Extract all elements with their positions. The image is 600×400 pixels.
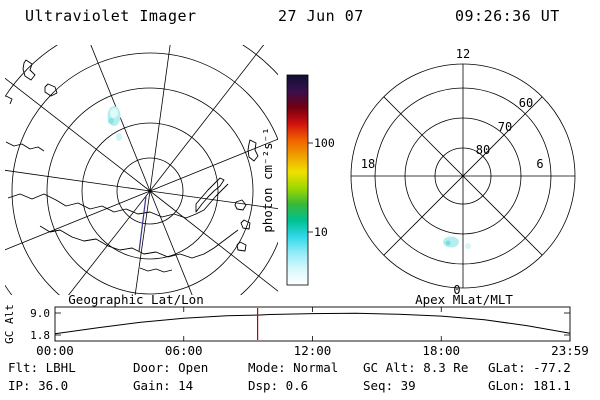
status-dsp: Dsp: 0.6 bbox=[248, 378, 308, 393]
alt-xtick-4: 23:59 bbox=[551, 343, 589, 358]
alt-chart-ticks bbox=[54, 307, 571, 341]
aurora-patch-geo bbox=[107, 106, 122, 141]
status-door: Door: Open bbox=[133, 360, 208, 375]
apex-panel: 12 18 6 0 60 70 80 bbox=[350, 47, 576, 297]
page-title: Ultraviolet Imager bbox=[25, 7, 197, 25]
alt-xtick-0: 00:00 bbox=[36, 343, 74, 358]
colorbar: 100 10 photon cm⁻²s⁻¹ bbox=[260, 74, 335, 286]
date-label: 27 Jun 07 bbox=[278, 7, 364, 25]
coastline bbox=[5, 59, 259, 273]
aurora-patch-apex bbox=[443, 236, 471, 249]
colorbar-tick-upper: 100 bbox=[314, 136, 335, 150]
alt-xtick-2: 12:00 bbox=[294, 343, 332, 358]
status-mode: Mode: Normal bbox=[248, 360, 338, 375]
alt-curve bbox=[54, 312, 571, 335]
apex-radial-lines bbox=[351, 64, 575, 288]
mlat-label-60: 60 bbox=[519, 96, 533, 110]
apex-panel-caption: Apex MLat/MLT bbox=[415, 292, 513, 307]
status-gcalt: GC Alt: 8.3 Re bbox=[363, 360, 468, 375]
status-gain: Gain: 14 bbox=[133, 378, 193, 393]
terminator-artifact-line bbox=[138, 195, 147, 253]
colorbar-tick-lower: 10 bbox=[314, 225, 328, 239]
mlt-label-0: 0 bbox=[453, 283, 460, 297]
colorbar-label: photon cm⁻²s⁻¹ bbox=[260, 127, 275, 232]
mlt-label-12: 12 bbox=[456, 47, 470, 61]
mlt-label-18: 18 bbox=[361, 157, 375, 171]
geo-meridian-lines bbox=[5, 45, 278, 295]
status-glon: GLon: 181.1 bbox=[488, 378, 571, 393]
mlt-label-6: 6 bbox=[536, 157, 543, 171]
geo-panel bbox=[5, 45, 278, 295]
alt-chart: 9.0 1.8 GC Alt 00:00 06:00 12:00 18:00 2… bbox=[3, 304, 589, 358]
alt-ytick-top: 9.0 bbox=[30, 307, 50, 320]
status-flt: Flt: LBHL bbox=[8, 360, 76, 375]
time-label: 09:26:36 UT bbox=[455, 7, 560, 25]
alt-ylabel: GC Alt bbox=[3, 304, 16, 344]
status-bar: Flt: LBHL Door: Open Mode: Normal GC Alt… bbox=[8, 360, 571, 393]
alt-chart-frame bbox=[54, 306, 571, 342]
alt-ytick-bottom: 1.8 bbox=[30, 329, 50, 342]
mlat-label-70: 70 bbox=[498, 120, 512, 134]
alt-xtick-1: 06:00 bbox=[165, 343, 203, 358]
geo-lat-circles bbox=[5, 45, 278, 295]
mlat-label-80: 80 bbox=[476, 143, 490, 157]
colorbar-gradient bbox=[286, 74, 309, 286]
status-seq: Seq: 39 bbox=[363, 378, 416, 393]
status-glat: GLat: -77.2 bbox=[488, 360, 571, 375]
alt-xtick-3: 18:00 bbox=[422, 343, 460, 358]
status-ip: IP: 36.0 bbox=[8, 378, 68, 393]
geo-panel-caption: Geographic Lat/Lon bbox=[68, 292, 203, 307]
